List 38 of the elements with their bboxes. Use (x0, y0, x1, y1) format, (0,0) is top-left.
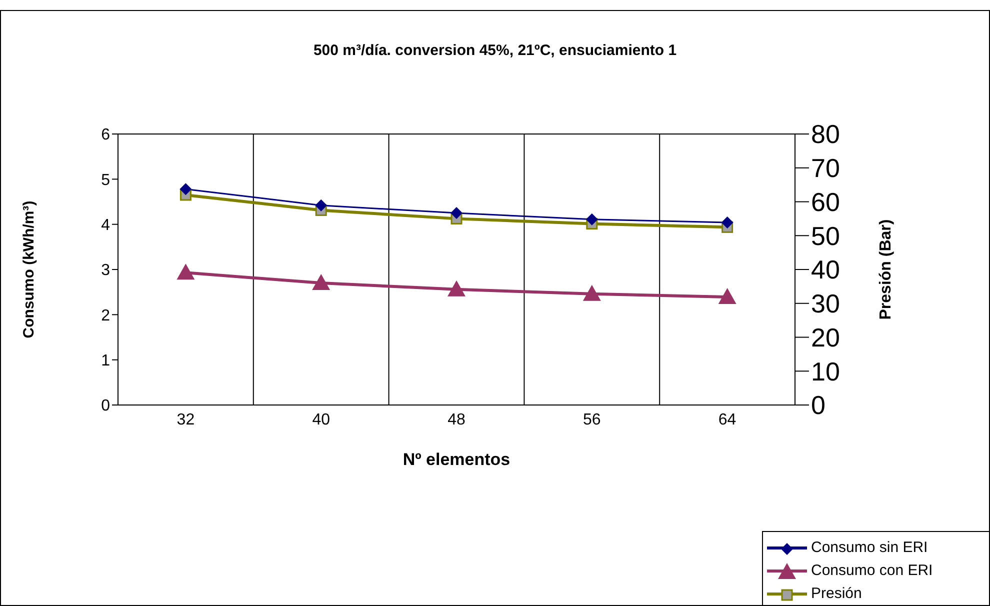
point (312, 274, 330, 290)
y2-tick-label: 70 (811, 153, 840, 184)
y-tick-label: 2 (101, 307, 110, 324)
legend-label: Presión (811, 585, 862, 602)
x-tick-label: 32 (176, 411, 195, 428)
point (176, 264, 195, 280)
point (315, 199, 328, 212)
point (721, 216, 734, 229)
y2-tick-label: 0 (811, 390, 826, 420)
x-axis-title: Nº elementos (402, 450, 510, 469)
y-tick-label: 3 (101, 262, 110, 280)
y-tick-label: 5 (101, 172, 110, 189)
chart-title: 500 m³/día. conversion 45%, 21ºC, ensuciamiento 1 (312, 42, 678, 59)
x-tick-label: 64 (718, 411, 736, 428)
point (582, 284, 601, 301)
y2-tick-label: 80 (811, 119, 840, 150)
x-tick-label: 56 (583, 411, 601, 428)
point (718, 288, 736, 304)
y2-tick-label: 40 (811, 254, 840, 285)
y-tick-label: 4 (101, 217, 110, 234)
point (448, 280, 466, 296)
point (450, 207, 462, 220)
x-tick-label: 48 (448, 411, 466, 428)
y-tick-label: 0 (101, 398, 110, 415)
y-axis-title: Consumo (kWh/m³) (20, 200, 38, 338)
y2-tick-label: 20 (811, 322, 840, 352)
point (180, 183, 192, 196)
y2-axis-title: Presión (Bar) (878, 219, 895, 320)
y2-tick-label: 10 (811, 356, 840, 386)
legend-label: Consumo con ERI (811, 562, 933, 579)
legend-label: Consumo sin ERI (811, 539, 928, 556)
y-tick-label: 1 (101, 352, 110, 370)
y2-tick-label: 50 (811, 220, 840, 251)
y-tick-label: 6 (101, 126, 110, 144)
x-tick-label: 40 (312, 411, 330, 428)
y2-tick-label: 60 (811, 186, 840, 217)
point (586, 213, 598, 226)
y2-tick-label: 30 (811, 288, 840, 319)
